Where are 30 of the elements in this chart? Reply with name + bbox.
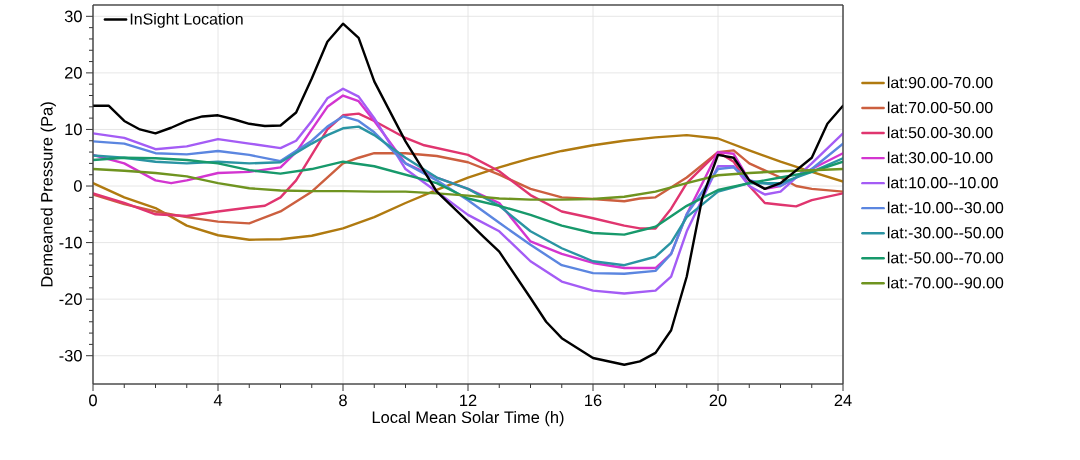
y-axis-title: Demeaned Pressure (Pa) xyxy=(40,102,56,287)
x-tick-label: 4 xyxy=(213,394,223,406)
x-tick-label: 20 xyxy=(709,394,727,407)
legend-label: InSight Location xyxy=(130,12,243,28)
x-tick-label: 8 xyxy=(339,394,347,407)
legend-label: lat:90.00-70.00 xyxy=(887,76,993,89)
legend-label: lat:30.00-10.00 xyxy=(887,151,993,164)
legend-label: lat:70.00-50.00 xyxy=(887,101,993,114)
legend-label: lat:-10.00--30.00 xyxy=(887,201,1004,214)
y-tick-label: 10 xyxy=(65,123,82,136)
y-tick-label: -10 xyxy=(59,236,82,249)
y-tick-label: 0 xyxy=(73,180,82,192)
legend-label: lat:50.00-30.00 xyxy=(887,126,993,139)
x-tick-label: 12 xyxy=(460,394,477,406)
y-tick-label: -20 xyxy=(59,293,82,305)
x-tick-label: 0 xyxy=(89,394,97,407)
legend-label: lat:-30.00--50.00 xyxy=(887,226,1004,239)
legend-label: lat:10.00--10.00 xyxy=(887,176,998,189)
x-tick-label: 16 xyxy=(585,394,602,407)
line-series xyxy=(93,87,844,295)
y-tick-label: -30 xyxy=(59,349,82,362)
legend-label: lat:-70.00--90.00 xyxy=(887,276,1004,289)
line-series xyxy=(93,112,844,230)
x-axis-title: Local Mean Solar Time (h) xyxy=(372,411,564,427)
legend-label: lat:-50.00--70.00 xyxy=(887,251,1004,264)
x-tick-label: 24 xyxy=(834,394,852,406)
line-series xyxy=(93,167,844,201)
line-series xyxy=(93,133,844,241)
y-tick-label: 20 xyxy=(65,67,82,79)
y-tick-label: 30 xyxy=(64,10,82,23)
